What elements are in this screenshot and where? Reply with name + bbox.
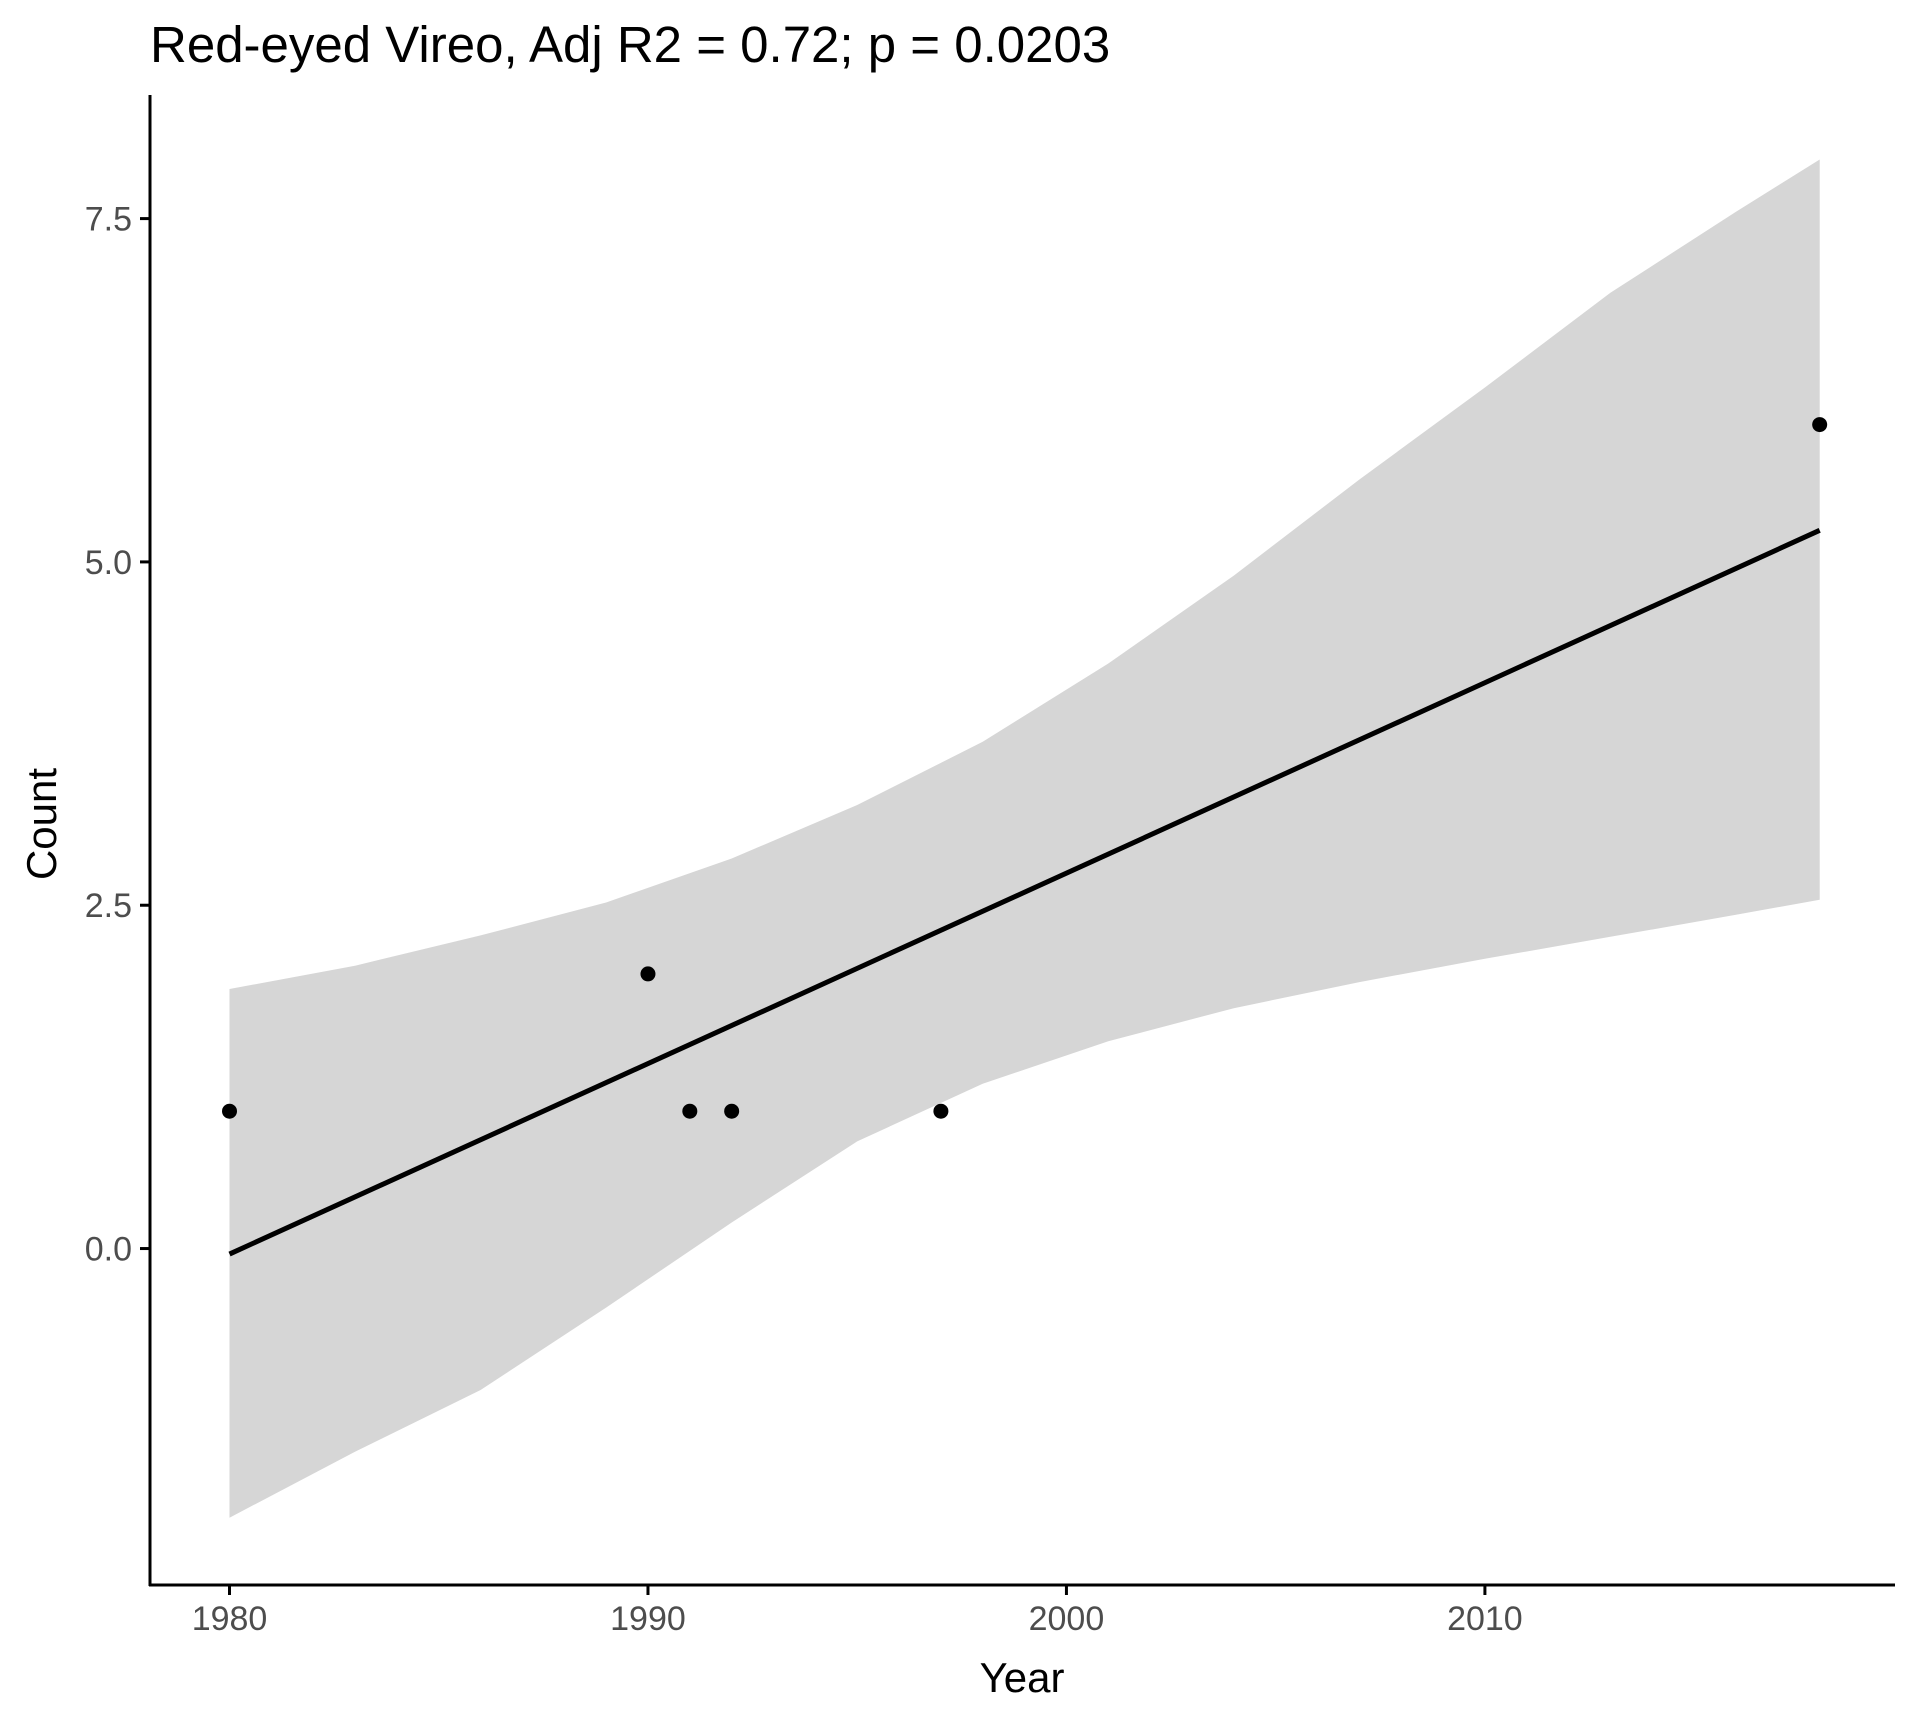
data-point <box>724 1103 740 1119</box>
y-tick-label: 0.0 <box>85 1231 132 1269</box>
x-tick-label: 1980 <box>192 1600 268 1638</box>
x-tick-label: 2010 <box>1447 1600 1523 1638</box>
data-point <box>933 1103 949 1119</box>
confidence-band-layer <box>229 159 1820 1518</box>
y-tick-label: 2.5 <box>85 887 132 925</box>
confidence-band <box>229 159 1820 1518</box>
x-axis-title: Year <box>980 1654 1065 1701</box>
data-point <box>222 1103 238 1119</box>
axes-layer: 1980 1990 2000 2010 0.0 2.5 5.0 7.5 <box>85 95 1895 1638</box>
data-point <box>682 1103 698 1119</box>
x-tick-label: 1990 <box>610 1600 686 1638</box>
data-points-layer <box>222 417 1828 1119</box>
data-point <box>1812 417 1828 433</box>
data-point <box>640 966 656 982</box>
chart-title: Red-eyed Vireo, Adj R2 = 0.72; p = 0.020… <box>150 16 1110 73</box>
y-axis-title: Count <box>18 768 65 880</box>
regression-line <box>228 528 1821 1257</box>
y-tick-label: 5.0 <box>85 544 132 582</box>
x-tick-label: 2000 <box>1029 1600 1105 1638</box>
fit-line-layer <box>228 528 1821 1257</box>
y-tick-label: 7.5 <box>85 201 132 239</box>
